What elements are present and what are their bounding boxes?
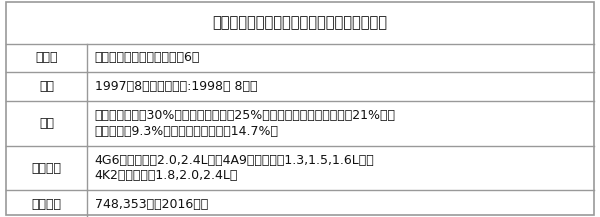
Text: 販売台数: 販売台数 — [32, 198, 62, 211]
Text: 遼寧省瀋陽市渾南区航天路6号: 遼寧省瀋陽市渾南区航天路6号 — [95, 51, 200, 64]
Text: 瀋陽航天三菱汽車発動機製造有限公司の概要: 瀋陽航天三菱汽車発動機製造有限公司の概要 — [212, 15, 388, 30]
Text: 748,353基（2016年）: 748,353基（2016年） — [95, 198, 208, 211]
Text: 設立: 設立 — [39, 80, 54, 93]
Text: 三菱商事（9.3%）、馬中投資控股（14.7%）: 三菱商事（9.3%）、馬中投資控股（14.7%） — [95, 125, 279, 138]
Text: 生産機種: 生産機種 — [32, 162, 62, 175]
Text: 資本: 資本 — [39, 117, 54, 130]
Text: 4K2エンジン（1.8,2.0,2.4L）: 4K2エンジン（1.8,2.0,2.4L） — [95, 169, 238, 182]
Text: 4G6エンジン（2.0,2.4L）、4A9エンジン（1.3,1.5,1.6L）、: 4G6エンジン（2.0,2.4L）、4A9エンジン（1.3,1.5,1.6L）、 — [95, 154, 374, 167]
Text: 中国航天汽車（30%）、三菱自動車（25%）、瀋陽建華汽車発動機（21%）、: 中国航天汽車（30%）、三菱自動車（25%）、瀋陽建華汽車発動機（21%）、 — [95, 109, 396, 122]
Text: 1997年8月（生産開始:1998年 8月）: 1997年8月（生産開始:1998年 8月） — [95, 80, 257, 93]
Text: 所在地: 所在地 — [35, 51, 58, 64]
